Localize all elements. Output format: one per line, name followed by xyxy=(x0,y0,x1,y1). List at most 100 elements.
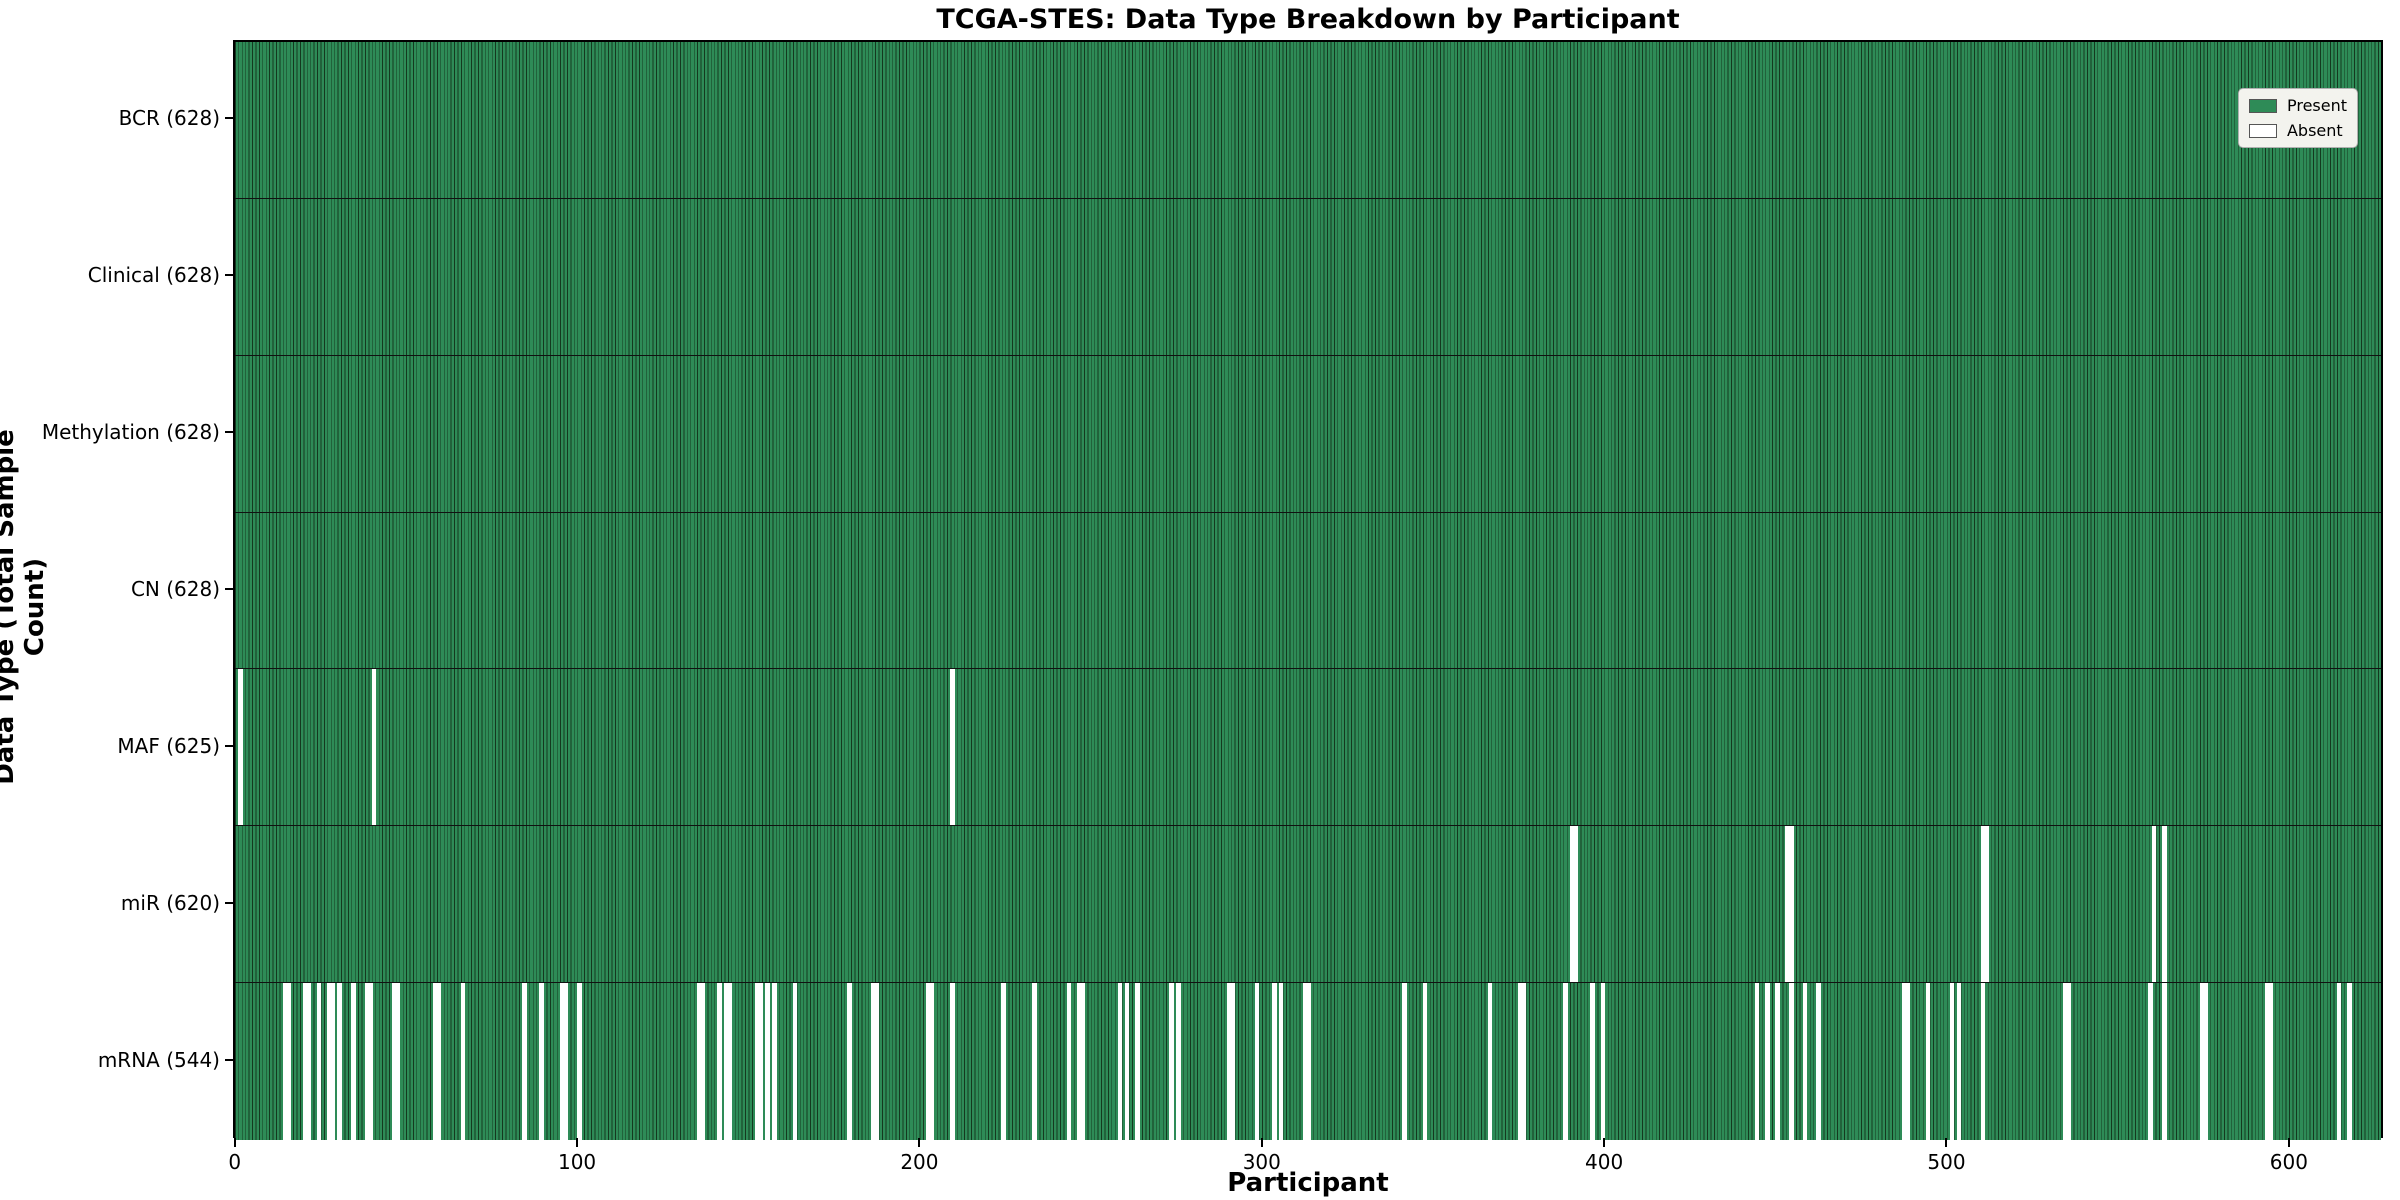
absent-gap-miR-563 xyxy=(2162,826,2167,983)
absent-gap-mRNA-14 xyxy=(282,983,291,1140)
absent-gap-mRNA-66 xyxy=(460,983,466,1140)
ytick-mark-CN xyxy=(225,588,233,590)
absent-gap-mRNA-305 xyxy=(1278,983,1284,1140)
absent-gap-mRNA-447 xyxy=(1764,983,1770,1140)
ytick-mark-MAF xyxy=(225,744,233,747)
absent-gap-mRNA-462 xyxy=(1816,983,1821,1140)
chart-title: TCGA-STES: Data Type Breakdown by Partic… xyxy=(936,4,1680,35)
absent-gap-mRNA-450 xyxy=(1775,983,1780,1140)
absent-gap-mRNA-487 xyxy=(1901,983,1910,1140)
ytick-label-Clinical: Clinical (628) xyxy=(87,263,220,288)
absent-gap-mRNA-95 xyxy=(559,983,568,1140)
absent-gap-mRNA-34 xyxy=(351,983,356,1140)
ytick-mark-Clinical xyxy=(225,274,233,277)
legend-label-present: Present xyxy=(2286,96,2347,115)
absent-gap-MAF-209 xyxy=(950,669,955,826)
ytick-mark-Methylation xyxy=(225,431,233,434)
absent-gap-mRNA-366 xyxy=(1487,983,1493,1140)
absent-gap-mRNA-89 xyxy=(539,983,544,1140)
xtick-mark-500 xyxy=(1945,1138,1948,1147)
xtick-mark-400 xyxy=(1603,1138,1606,1147)
ytick-mark-miR xyxy=(225,901,233,904)
plot-area: Present Absent xyxy=(233,40,2383,1140)
xtick-label-100: 100 xyxy=(557,1150,597,1174)
absent-gap-miR-453 xyxy=(1785,826,1794,983)
ytick-mark-mRNA xyxy=(225,1058,233,1061)
absent-gap-mRNA-30 xyxy=(337,983,342,1140)
absent-gap-mRNA-155 xyxy=(765,983,770,1140)
absent-gap-mRNA-246 xyxy=(1076,983,1085,1140)
row-BCR xyxy=(235,42,2381,199)
absent-gap-mRNA-375 xyxy=(1518,983,1527,1140)
row-Methylation xyxy=(235,355,2381,513)
absent-gap-mRNA-396 xyxy=(1590,983,1595,1140)
present-swatch-icon xyxy=(2248,98,2277,113)
absent-gap-mRNA-258 xyxy=(1117,983,1123,1140)
absent-gap-mRNA-341 xyxy=(1402,983,1407,1140)
absent-gap-mRNA-100 xyxy=(576,983,582,1140)
xtick-label-200: 200 xyxy=(900,1150,939,1174)
xtick-label-0: 0 xyxy=(228,1150,242,1174)
absent-gap-mRNA-290 xyxy=(1227,983,1236,1140)
xtick-mark-600 xyxy=(2287,1138,2290,1147)
xtick-label-300: 300 xyxy=(1242,1150,1281,1174)
absent-gap-mRNA-20 xyxy=(303,983,312,1140)
absent-gap-mRNA-347 xyxy=(1422,983,1428,1140)
absent-gap-MAF-40 xyxy=(371,669,377,826)
absent-gap-mRNA-224 xyxy=(1001,983,1007,1140)
absent-gap-mRNA-614 xyxy=(2336,983,2342,1140)
absent-gap-mRNA-263 xyxy=(1134,983,1140,1140)
absent-gap-mRNA-388 xyxy=(1562,983,1568,1140)
row-CN xyxy=(235,512,2381,670)
ytick-label-mRNA: mRNA (544) xyxy=(97,1047,220,1072)
absent-gap-mRNA-84 xyxy=(522,983,527,1140)
absent-gap-mRNA-454 xyxy=(1788,983,1794,1140)
absent-gap-mRNA-135 xyxy=(696,983,705,1140)
absent-gap-mRNA-38 xyxy=(364,983,373,1140)
xtick-mark-100 xyxy=(576,1138,579,1147)
xtick-mark-0 xyxy=(233,1138,236,1147)
absent-gap-mRNA-179 xyxy=(847,983,853,1140)
ytick-label-MAF: MAF (625) xyxy=(117,733,220,758)
legend-entry-present: Present xyxy=(2248,96,2347,115)
absent-gap-mRNA-141 xyxy=(717,983,722,1140)
xtick-label-400: 400 xyxy=(1585,1150,1624,1174)
absent-gap-mRNA-563 xyxy=(2162,983,2167,1140)
absent-gap-mRNA-303 xyxy=(1271,983,1277,1140)
absent-gap-MAF-1 xyxy=(238,669,243,826)
absent-gap-mRNA-157 xyxy=(772,983,777,1140)
absent-gap-mRNA-58 xyxy=(433,983,442,1140)
absent-gap-mRNA-209 xyxy=(950,983,955,1140)
absent-gap-mRNA-202 xyxy=(926,983,935,1140)
legend-label-absent: Absent xyxy=(2286,121,2343,140)
xtick-label-500: 500 xyxy=(1927,1150,1966,1174)
absent-gap-mRNA-27 xyxy=(327,983,336,1140)
absent-gap-mRNA-494 xyxy=(1925,983,1931,1140)
absent-gap-mRNA-46 xyxy=(392,983,401,1140)
absent-gap-miR-510 xyxy=(1980,826,1989,983)
row-Clinical xyxy=(235,198,2381,356)
absent-gap-mRNA-260 xyxy=(1124,983,1130,1140)
absent-gap-mRNA-574 xyxy=(2199,983,2208,1140)
ytick-label-BCR: BCR (628) xyxy=(118,106,220,131)
legend-entry-absent: Absent xyxy=(2248,121,2347,140)
xtick-mark-200 xyxy=(918,1138,921,1147)
absent-gap-mRNA-273 xyxy=(1169,983,1174,1140)
absent-gap-mRNA-510 xyxy=(1980,983,1986,1140)
absent-gap-mRNA-233 xyxy=(1032,983,1037,1140)
absent-gap-mRNA-186 xyxy=(871,983,880,1140)
legend: Present Absent xyxy=(2237,88,2358,148)
absent-gap-mRNA-24 xyxy=(316,983,322,1140)
absent-gap-mRNA-298 xyxy=(1254,983,1260,1140)
ytick-label-CN: CN (628) xyxy=(130,577,220,601)
absent-gap-mRNA-503 xyxy=(1956,983,1962,1140)
row-mRNA xyxy=(235,983,2381,1140)
row-miR xyxy=(235,826,2381,984)
absent-gap-mRNA-399 xyxy=(1600,983,1606,1140)
absent-gap-mRNA-458 xyxy=(1802,983,1808,1140)
absent-gap-miR-390 xyxy=(1569,826,1578,983)
xtick-mark-300 xyxy=(1260,1138,1263,1147)
absent-gap-mRNA-152 xyxy=(754,983,764,1140)
absent-gap-mRNA-163 xyxy=(792,983,798,1140)
